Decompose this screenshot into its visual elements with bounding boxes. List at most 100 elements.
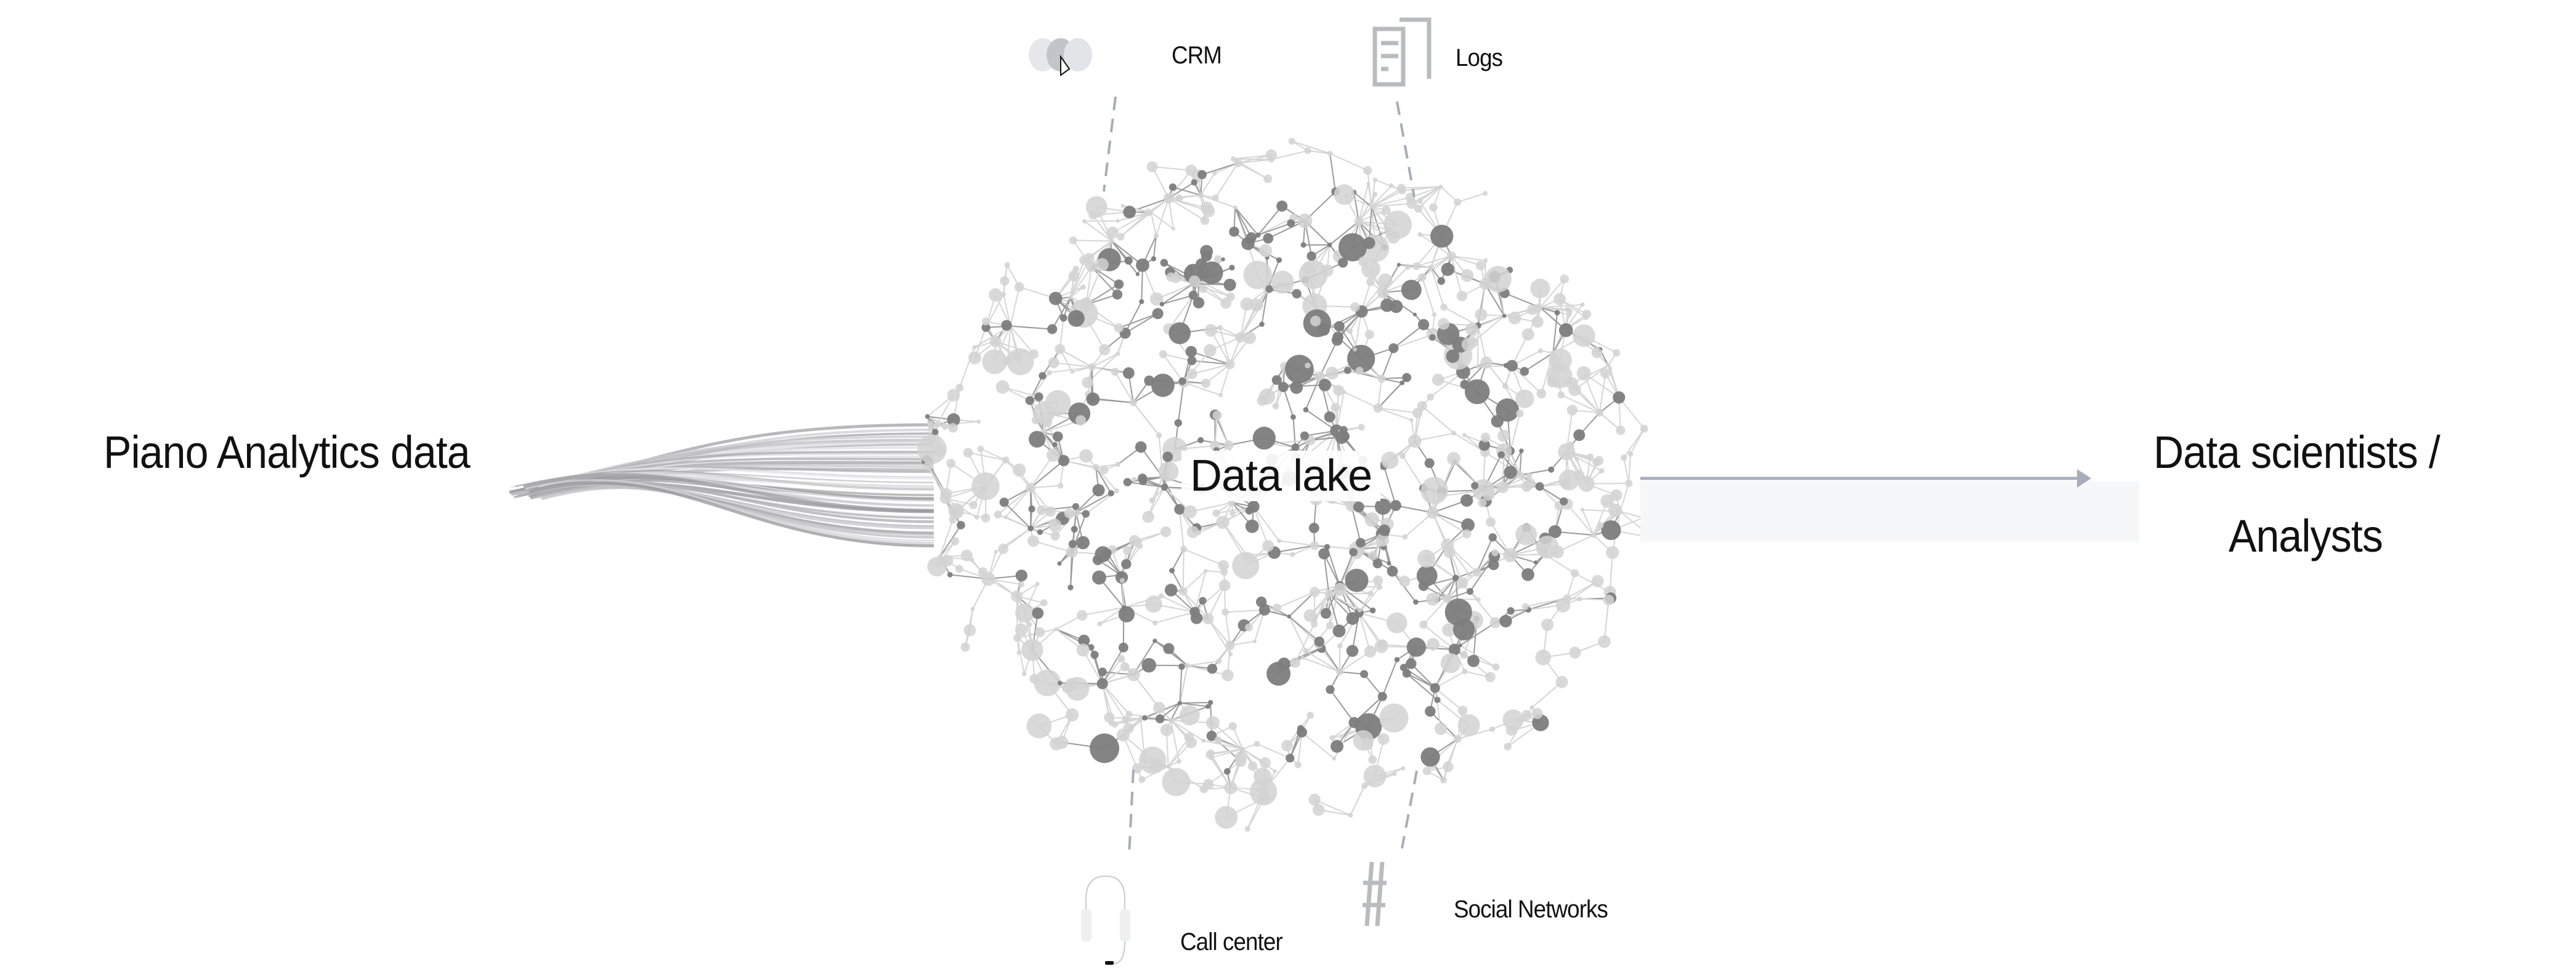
network-node	[1191, 179, 1197, 186]
network-node	[1491, 549, 1499, 557]
network-node	[1176, 759, 1181, 764]
network-node	[1108, 720, 1114, 726]
network-node	[1072, 503, 1080, 510]
network-node	[1200, 244, 1213, 258]
network-node	[1459, 650, 1468, 659]
network-node	[1229, 227, 1239, 237]
network-node	[1432, 373, 1444, 386]
network-node	[1004, 262, 1010, 268]
network-node	[1471, 481, 1479, 489]
network-node	[1029, 674, 1040, 684]
network-node	[1212, 509, 1220, 517]
network-node	[1461, 337, 1475, 352]
network-node	[981, 323, 990, 332]
network-edge	[1422, 255, 1452, 278]
network-node	[1137, 543, 1143, 549]
network-edge	[1292, 417, 1296, 448]
network-node	[1118, 642, 1128, 653]
network-node	[1568, 383, 1581, 396]
network-node	[1606, 363, 1611, 368]
network-edge	[1443, 307, 1478, 326]
network-node	[1461, 518, 1475, 532]
network-node	[1092, 484, 1105, 497]
network-edge	[1003, 502, 1031, 529]
network-node	[1276, 257, 1282, 264]
network-node	[1377, 691, 1387, 701]
network-node	[1229, 265, 1235, 271]
network-node	[1245, 507, 1254, 515]
network-node	[1034, 392, 1043, 401]
crm-connector	[1103, 96, 1117, 192]
network-node	[1121, 559, 1132, 570]
network-node	[1199, 784, 1209, 794]
network-node	[1138, 776, 1146, 783]
network-node	[1178, 587, 1188, 596]
network-node	[1197, 192, 1204, 198]
network-node	[1442, 623, 1456, 637]
network-node	[1109, 238, 1114, 244]
network-node	[999, 497, 1009, 507]
network-node	[1401, 280, 1422, 300]
network-node	[1099, 344, 1111, 356]
network-node	[1212, 411, 1222, 421]
network-node	[1321, 264, 1334, 277]
network-node	[1240, 747, 1245, 752]
network-node	[1118, 606, 1135, 622]
network-edge	[1133, 640, 1156, 675]
network-node	[1425, 706, 1436, 717]
network-node	[1114, 488, 1120, 494]
network-node	[1082, 219, 1087, 223]
network-node	[1603, 594, 1614, 606]
network-node	[1090, 650, 1099, 659]
network-node	[972, 345, 977, 350]
network-node	[947, 572, 953, 578]
network-edge	[1182, 590, 1209, 619]
network-edge	[1170, 720, 1180, 762]
network-edge	[1511, 365, 1542, 395]
network-node	[1151, 373, 1175, 397]
network-edge	[1451, 256, 1463, 297]
network-edge	[1095, 467, 1112, 494]
network-edge	[1314, 799, 1351, 816]
network-edge	[1093, 398, 1133, 403]
network-edge	[1328, 593, 1340, 632]
network-node	[1259, 321, 1265, 328]
network-node	[1205, 751, 1214, 759]
network-node	[1114, 279, 1124, 289]
network-node	[1515, 471, 1524, 479]
network-node	[1098, 667, 1107, 677]
network-node	[1168, 717, 1174, 723]
network-node	[1520, 366, 1529, 376]
network-edge	[1583, 372, 1600, 413]
network-node	[1497, 451, 1505, 459]
network-edge	[1358, 580, 1379, 614]
network-edge	[1378, 407, 1418, 414]
network-node	[1380, 298, 1394, 312]
network-node	[1332, 624, 1346, 638]
network-edge	[1328, 593, 1331, 626]
network-node	[1346, 645, 1359, 657]
network-node	[950, 537, 960, 545]
network-node	[1369, 204, 1374, 209]
network-node	[1092, 464, 1100, 471]
network-node	[1068, 295, 1073, 300]
network-node	[1422, 767, 1432, 776]
network-node	[1068, 270, 1080, 282]
network-edge	[1566, 573, 1576, 598]
network-node	[1202, 613, 1214, 625]
network-edge	[1353, 191, 1372, 207]
network-node	[1506, 360, 1518, 372]
network-node	[1412, 408, 1423, 418]
network-edge	[1371, 203, 1412, 207]
network-node	[1311, 617, 1318, 623]
network-node	[1003, 515, 1008, 519]
network-node	[1346, 612, 1359, 625]
network-node	[1212, 194, 1219, 201]
network-node	[1120, 204, 1125, 208]
network-node	[1221, 257, 1225, 262]
network-edge	[1234, 207, 1259, 236]
network-node	[1333, 582, 1347, 597]
network-node	[1434, 722, 1448, 735]
network-edge	[980, 448, 1007, 461]
network-edge	[1552, 312, 1558, 353]
